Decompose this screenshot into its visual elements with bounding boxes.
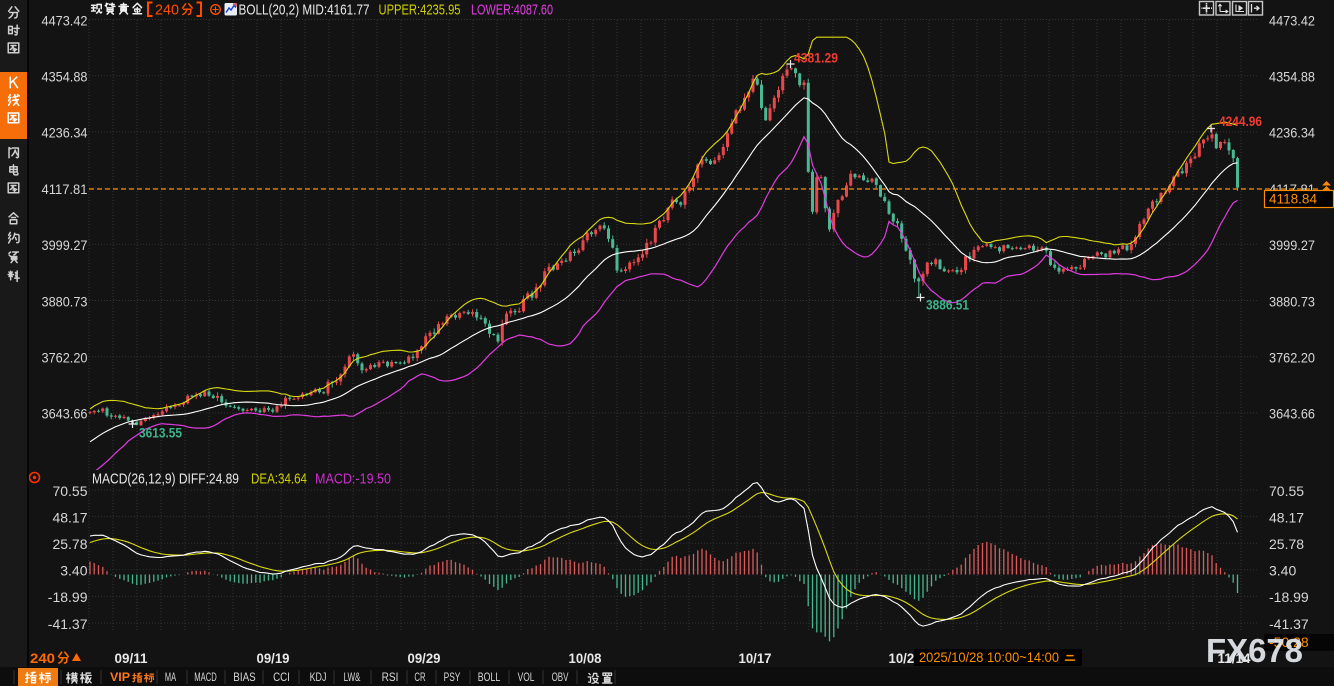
svg-text:3762.20: 3762.20 xyxy=(42,350,88,366)
svg-text:3880.73: 3880.73 xyxy=(42,293,88,309)
svg-text:10/17: 10/17 xyxy=(739,651,772,666)
svg-text:-18.99: -18.99 xyxy=(48,589,88,605)
svg-text:MACD:-19.50: MACD:-19.50 xyxy=(315,471,391,488)
svg-text:OBV: OBV xyxy=(552,670,569,684)
svg-text:4354.88: 4354.88 xyxy=(1269,69,1315,85)
svg-text:70.55: 70.55 xyxy=(52,483,87,499)
svg-text:11/14: 11/14 xyxy=(1218,651,1251,666)
svg-text:4473.42: 4473.42 xyxy=(42,12,88,28)
svg-text:3999.27: 3999.27 xyxy=(1269,237,1315,253)
svg-text:48.17: 48.17 xyxy=(52,509,87,525)
svg-text:3.40: 3.40 xyxy=(60,563,87,579)
svg-text:MACD: MACD xyxy=(194,670,217,684)
svg-text:09/19: 09/19 xyxy=(257,651,290,666)
svg-text:25.78: 25.78 xyxy=(1269,536,1304,552)
svg-text:70.55: 70.55 xyxy=(1269,483,1304,499)
svg-text:3886.51: 3886.51 xyxy=(926,298,969,313)
svg-text:-18.99: -18.99 xyxy=(1269,589,1309,605)
svg-text:09/29: 09/29 xyxy=(408,651,441,666)
svg-text:4354.88: 4354.88 xyxy=(42,69,88,85)
svg-text:PSY: PSY xyxy=(444,670,461,684)
svg-text:25.78: 25.78 xyxy=(52,536,87,552)
svg-text:48.17: 48.17 xyxy=(1269,509,1304,525)
svg-text:09/11: 09/11 xyxy=(115,651,148,666)
svg-text:10/28: 10/28 xyxy=(889,651,922,666)
svg-text:CCI: CCI xyxy=(273,670,290,684)
svg-text:4236.34: 4236.34 xyxy=(1269,125,1315,141)
svg-text:VIP: VIP xyxy=(110,670,130,684)
svg-text:-50.28: -50.28 xyxy=(1269,634,1309,650)
svg-text:240: 240 xyxy=(155,2,179,19)
svg-text:3613.55: 3613.55 xyxy=(139,426,182,441)
svg-text:3643.66: 3643.66 xyxy=(42,406,88,422)
svg-text:LOWER:4087.60: LOWER:4087.60 xyxy=(471,2,553,19)
svg-text:FX678: FX678 xyxy=(1206,632,1303,669)
svg-text:4473.42: 4473.42 xyxy=(1269,12,1315,28)
svg-text:MA: MA xyxy=(165,670,176,684)
svg-text:UPPER:4235.95: UPPER:4235.95 xyxy=(379,2,461,19)
svg-text:CR: CR xyxy=(414,670,425,684)
svg-text:3880.73: 3880.73 xyxy=(1269,293,1315,309)
svg-text:10/08: 10/08 xyxy=(569,651,602,666)
svg-text:3999.27: 3999.27 xyxy=(42,237,88,253)
svg-text:DEA:34.64: DEA:34.64 xyxy=(251,471,307,488)
svg-text:BOLL(20,2) MID:4161.77: BOLL(20,2) MID:4161.77 xyxy=(239,2,370,19)
svg-text:-41.37: -41.37 xyxy=(1269,616,1309,632)
svg-text:3762.20: 3762.20 xyxy=(1269,350,1315,366)
svg-text:BOLL: BOLL xyxy=(478,670,501,684)
svg-text:4381.29: 4381.29 xyxy=(794,51,838,66)
svg-text:LW&: LW& xyxy=(344,670,361,684)
svg-text:3643.66: 3643.66 xyxy=(1269,406,1315,422)
svg-text:3.40: 3.40 xyxy=(1269,563,1296,579)
svg-text:KDJ: KDJ xyxy=(310,670,327,684)
svg-text:4117.81: 4117.81 xyxy=(42,181,88,197)
svg-text:-41.37: -41.37 xyxy=(48,616,88,632)
svg-text:4118.84: 4118.84 xyxy=(1269,191,1317,207)
svg-text:2025/10/28 10:00~14:00: 2025/10/28 10:00~14:00 xyxy=(919,650,1059,665)
svg-text:4244.96: 4244.96 xyxy=(1219,114,1262,129)
svg-text:VOL: VOL xyxy=(518,670,535,684)
svg-text:240: 240 xyxy=(30,650,55,666)
svg-text:MACD(26,12,9) DIFF:24.89: MACD(26,12,9) DIFF:24.89 xyxy=(92,471,239,488)
svg-text:BIAS: BIAS xyxy=(233,670,255,684)
svg-text:4236.34: 4236.34 xyxy=(42,125,88,141)
svg-text:RSI: RSI xyxy=(382,670,399,684)
